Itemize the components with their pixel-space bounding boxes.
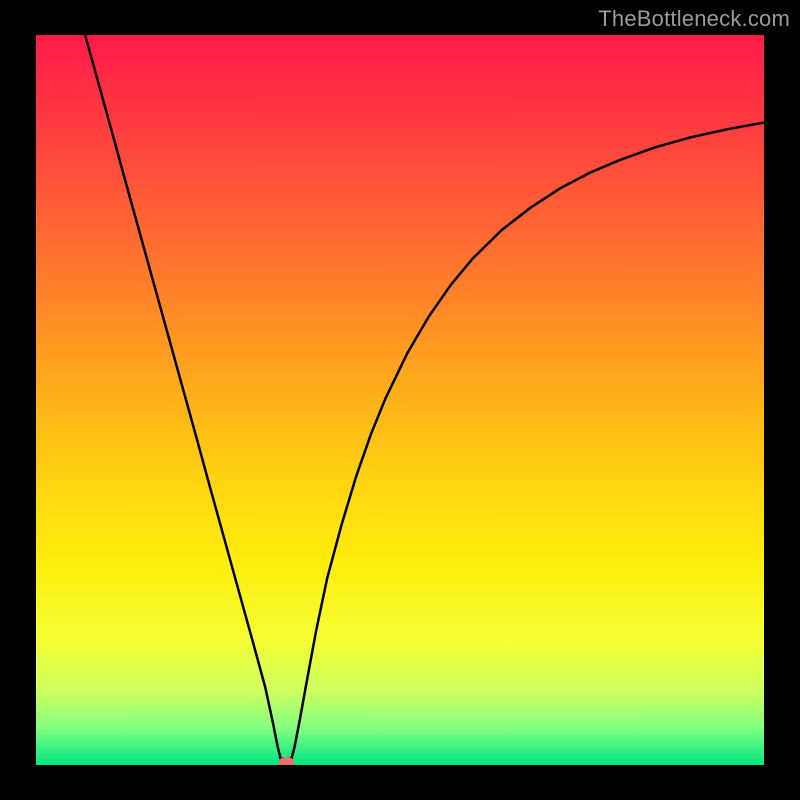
chart-background	[36, 35, 764, 765]
watermark-text: TheBottleneck.com	[598, 6, 790, 32]
chart-frame: TheBottleneck.com	[0, 0, 800, 800]
plot-area	[36, 35, 764, 765]
